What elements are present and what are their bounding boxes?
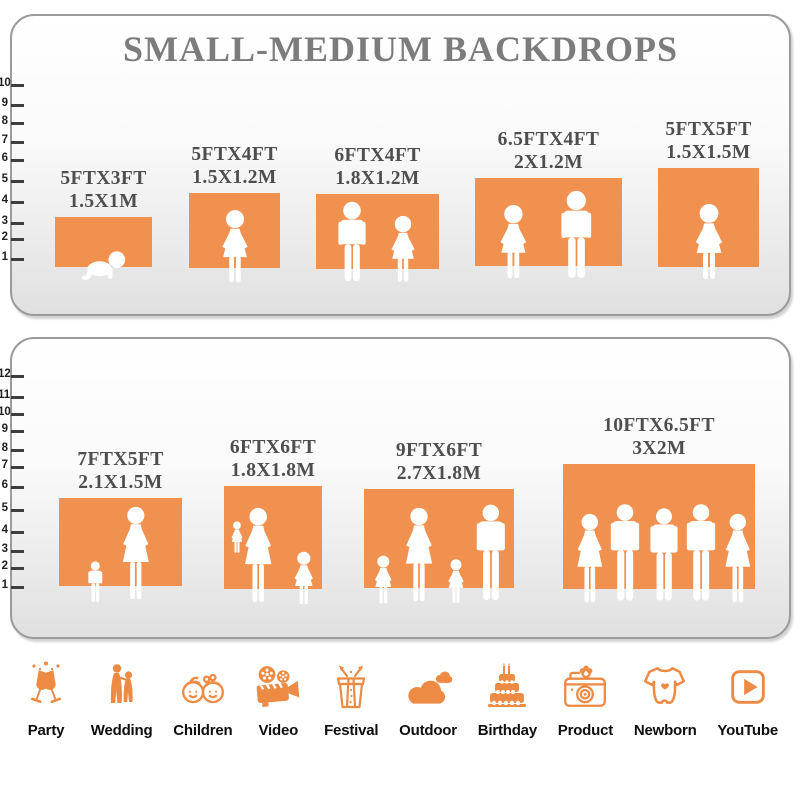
cloud-icon [403, 658, 453, 716]
backdrop-size-label: 10FTX6.5FT 3X2M [603, 415, 715, 459]
category-label: Wedding [90, 722, 153, 739]
category-label: Product [557, 722, 614, 739]
category-video: Video [253, 658, 303, 739]
gift-box-icon [327, 658, 375, 716]
silhouette-mother-and-child [87, 506, 149, 603]
silhouette-group-of-five [577, 504, 751, 603]
backdrop-size-label: 6FTX4FT 1.8X1.2M [334, 145, 421, 189]
backdrop-10x6p5 [563, 464, 755, 603]
category-newborn: Newborn [634, 658, 697, 739]
page-title: SMALL-MEDIUM BACKDROPS [122, 29, 678, 69]
backdrop-size-label: 5FTX4FT 1.5X1.2M [191, 144, 278, 188]
backdrop-6x4 [316, 194, 439, 282]
category-product: Product [558, 658, 613, 739]
play-button-icon [725, 658, 771, 716]
video-camera-icon [253, 658, 303, 716]
silhouette-toddler-girl [221, 210, 248, 283]
backdrop-7x5 [59, 498, 182, 603]
backdrop-6p5x4 [475, 178, 622, 279]
birthday-cake-icon [483, 658, 531, 716]
backdrop-5x3 [55, 217, 152, 280]
backdrop-size-label: 9FTX6FT 2.7X1.8M [395, 440, 483, 484]
medium-backdrops-panel: 12 11 10 9 8 7 6 5 4 3 2 1 7FTX5FT 2.1X1… [0, 337, 791, 639]
backdrop-6x6 [224, 486, 322, 605]
backdrop-size-label: 6FTX6FT 1.8X1.8M [229, 437, 317, 481]
backdrop-size-label: 5FTX5FT 1.5X1.5M [665, 119, 752, 163]
category-label: Birthday [477, 722, 537, 739]
backdrop-size-label: 5FTX3FT 1.5X1M [60, 168, 147, 212]
category-youtube: YouTube [717, 658, 778, 739]
category-label: Children [173, 722, 233, 739]
silhouette-girl-and-boy [500, 190, 591, 279]
backdrop-size-label: 7FTX5FT 2.1X1.5M [77, 449, 164, 493]
backdrop-9x6 [364, 489, 514, 604]
wedding-couple-icon [100, 658, 144, 716]
category-label: Festival [324, 722, 379, 739]
silhouette-mother-baby-and-girl [231, 507, 314, 605]
photo-camera-icon [560, 658, 610, 716]
category-wedding: Wedding [91, 658, 153, 739]
party-glasses-icon [22, 658, 70, 716]
silhouette-boy-and-girl [337, 201, 415, 282]
silhouette-family-of-four [374, 504, 505, 604]
category-label: Party [27, 722, 65, 739]
category-festival: Festival [324, 658, 379, 739]
category-outdoor: Outdoor [399, 658, 457, 739]
backdrop-5x4 [189, 193, 280, 283]
silhouette-girl [695, 204, 722, 280]
category-label: Newborn [633, 722, 697, 739]
category-children: Children [173, 658, 233, 739]
silhouette-crawling-baby [81, 251, 125, 280]
backdrop-5x5 [658, 168, 759, 280]
baby-onesie-icon [640, 658, 690, 716]
category-label: YouTube [717, 722, 778, 739]
category-label: Outdoor [399, 722, 457, 739]
children-faces-icon [178, 658, 228, 716]
category-birthday: Birthday [478, 658, 537, 739]
backdrop-size-label: 6.5FTX4FT 2X1.2M [497, 129, 600, 173]
small-backdrops-panel: SMALL-MEDIUM BACKDROPS 10 9 8 7 6 5 4 3 … [0, 14, 791, 316]
category-label: Video [258, 722, 299, 739]
category-party: Party [22, 658, 70, 739]
category-row: Party Wedding [22, 658, 778, 739]
